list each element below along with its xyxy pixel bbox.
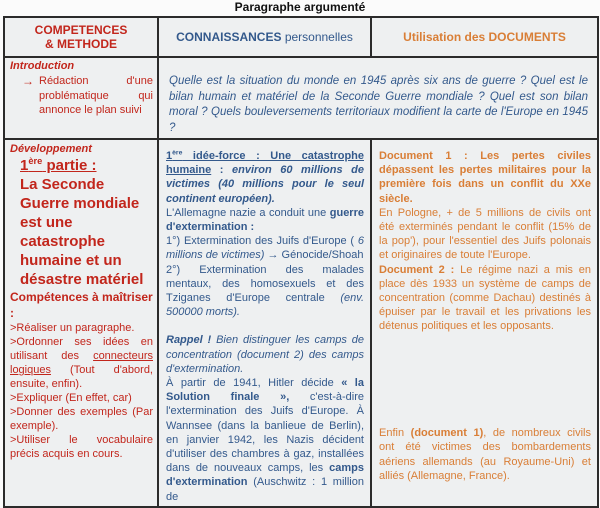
- header-connaissances-bold: CONNAISSANCES: [176, 30, 282, 44]
- part-heading: La Seconde Guerre mondiale est une catas…: [20, 176, 144, 288]
- skills-title: Compétences à maîtriser :: [10, 290, 153, 320]
- header-competences: COMPETENCES & METHODE: [3, 16, 159, 58]
- body-text: → Génocide/Shoah: [264, 249, 364, 262]
- document-1-paragraph: Document 1 : Les pertes civiles dépassen…: [379, 150, 591, 205]
- spacer: [379, 334, 591, 427]
- rappel-text: Bien distinguer les camps de concentrati…: [166, 334, 364, 375]
- point-1-paragraph: 1°) Extermination des Juifs d'Europe ( 6…: [166, 234, 364, 262]
- document-2-label: Document 2 :: [379, 263, 455, 276]
- skill-item: >Expliquer (En effet, car): [10, 392, 132, 404]
- development-label: Développement: [10, 143, 92, 155]
- header-row: COMPETENCES & METHODE CONNAISSANCES pers…: [3, 16, 599, 58]
- part-title: 1ère partie :: [10, 156, 153, 175]
- document-2-paragraph: Document 2 : Le régime nazi a mis en pla…: [379, 263, 591, 334]
- introduction-label: Introduction: [10, 60, 75, 72]
- header-competences-line1: COMPETENCES: [34, 23, 128, 37]
- worksheet-table: COMPETENCES & METHODE CONNAISSANCES pers…: [3, 16, 599, 508]
- enfin-paragraph: Enfin (document 1), de nombreux civils o…: [379, 426, 591, 483]
- header-documents: Utilisation des DOCUMENTS: [370, 16, 599, 58]
- skill-item: >Réaliser un paragraphe.: [10, 322, 135, 334]
- header-documents-label: Utilisation des DOCUMENTS: [403, 30, 566, 44]
- introduction-objective-item: → Rédaction d'une problématique qui annon…: [10, 74, 153, 118]
- rappel-paragraph: Rappel ! Bien distinguer les camps de co…: [166, 333, 364, 376]
- idea-force-paragraph: 1ère idée-force : Une catastrophe humain…: [166, 149, 364, 206]
- point-2-paragraph: 2°) Extermination des malades mentaux, d…: [166, 263, 364, 320]
- idea-number: 1: [166, 150, 173, 162]
- body-text: À partir de 1941, Hitler décide: [166, 377, 342, 390]
- skill-item: >Donner des exemples (Par exemple).: [10, 406, 153, 432]
- body-text: 1°) Extermination des Juifs d'Europe (: [166, 235, 358, 248]
- rappel-label: Rappel !: [166, 334, 212, 347]
- body-text-bold: « la Solution finale »,: [166, 377, 364, 404]
- introduction-cell: Introduction → Rédaction d'une problémati…: [3, 56, 159, 140]
- extermination-intro-paragraph: L'Allemagne nazie a conduit une guerre d…: [166, 206, 364, 234]
- page-title: Paragraphe argumenté: [234, 0, 366, 14]
- skill-text-underlined: connecteurs logiques: [10, 350, 153, 376]
- introduction-row: Introduction → Rédaction d'une problémati…: [3, 56, 599, 140]
- development-row: Développement 1ère partie : La Seconde G…: [3, 138, 599, 508]
- idea-stat: environ 60 millions de victimes (40 mill…: [166, 164, 364, 205]
- arrow-right-icon: →: [22, 74, 34, 88]
- body-text-italic: 6 millions de victimes): [166, 235, 364, 262]
- part-ordinal-suffix: ère: [28, 156, 43, 166]
- connaissances-cell: 1ère idée-force : Une catastrophe humain…: [157, 138, 372, 508]
- introduction-objective-text: Rédaction d'une problématique qui annonc…: [39, 75, 153, 116]
- body-text: L'Allemagne nazie a conduit une: [166, 206, 330, 219]
- part-title-text: partie :: [42, 157, 97, 174]
- skill-item: >Ordonner ses idées en utilisant des con…: [10, 335, 153, 391]
- skill-item: >Utiliser le vocabulaire précis acquis e…: [10, 434, 153, 460]
- idea-colon: :: [211, 164, 232, 177]
- body-text: c'est-à-dire l'extermination des Juifs d…: [166, 391, 364, 475]
- body-text: Enfin: [379, 427, 411, 440]
- document-2-text: Le régime nazi a mis en place dès 1933 u…: [379, 263, 591, 333]
- body-text-italic: (env. 500000 morts).: [166, 292, 364, 319]
- problematique-cell: Quelle est la situation du monde en 1945…: [157, 56, 599, 140]
- body-text-bold: guerre d'extermination :: [166, 206, 364, 234]
- header-competences-line2: & METHODE: [45, 37, 117, 51]
- body-text-bold: (document 1): [410, 427, 484, 440]
- body-text: , de nombreux civils ont été victimes de…: [379, 427, 591, 482]
- skill-text: (Tout d'abord, ensuite, enfin).: [10, 364, 153, 390]
- idea-ordinal-suffix: ère: [172, 149, 183, 157]
- header-connaissances-regular: personnelles: [281, 30, 353, 44]
- header-connaissances: CONNAISSANCES personnelles: [157, 16, 372, 58]
- document-1-body: En Pologne, + de 5 millions de civils on…: [379, 206, 591, 262]
- competences-cell: Développement 1ère partie : La Seconde G…: [3, 138, 159, 508]
- body-text-bold: camps d'extermination: [166, 462, 364, 489]
- body-text: 2°) Extermination des malades mentaux, d…: [166, 263, 364, 305]
- part-number: 1: [20, 157, 29, 174]
- documents-cell: Document 1 : Les pertes civiles dépassen…: [370, 138, 599, 508]
- spacer: [166, 319, 364, 333]
- problematique-question: Quelle est la situation du monde en 1945…: [169, 75, 588, 134]
- idea-title: idée-force : Une catastrophe humaine: [166, 150, 364, 177]
- skill-text: >Ordonner ses idées en utilisant des: [10, 336, 153, 362]
- solution-finale-paragraph: À partir de 1941, Hitler décide « la Sol…: [166, 376, 364, 504]
